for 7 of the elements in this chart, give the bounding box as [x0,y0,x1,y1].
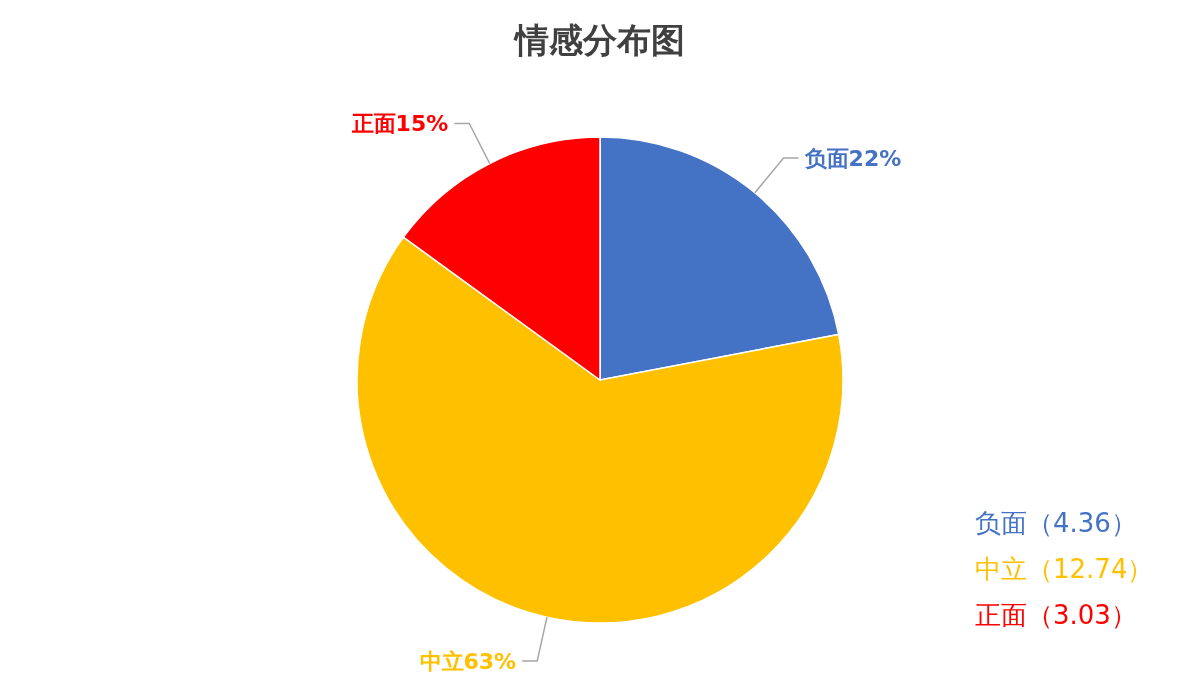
slice-label: 中立63% [419,649,517,675]
slice-label: 正面15% [350,111,449,137]
slice-label: 负面22% [803,146,902,172]
text: 中立（12.74） [975,554,1154,584]
text: 正面（3.03） [975,600,1137,630]
text: 负面（4.36） [975,508,1137,538]
chart-title: 情感分布图 [513,20,685,60]
